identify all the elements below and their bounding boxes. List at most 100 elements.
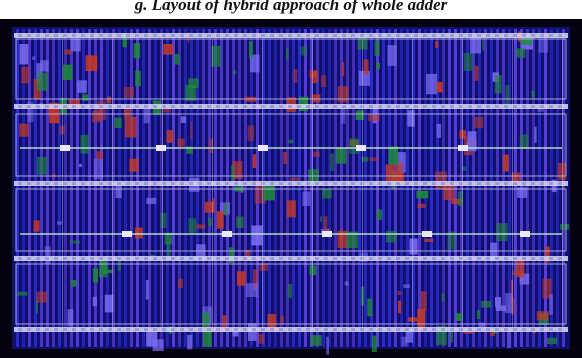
rail-contact — [369, 182, 373, 185]
layout-patch — [451, 198, 463, 205]
metal-stripe — [88, 29, 91, 347]
metal-stripe — [274, 29, 277, 347]
layout-patch — [435, 171, 447, 190]
rail-contact — [36, 257, 40, 260]
layout-patch — [245, 249, 251, 261]
rail-contact — [405, 328, 409, 331]
rail-contact — [513, 105, 517, 108]
layout-patch — [299, 96, 309, 111]
layout-patch — [309, 70, 318, 78]
rail-contact — [441, 328, 445, 331]
rail-contact — [378, 105, 382, 108]
layout-patch — [407, 110, 415, 127]
metal-stripe — [106, 29, 109, 347]
rail-contact — [126, 328, 130, 331]
rail-contact — [243, 182, 247, 185]
layout-patch — [449, 326, 453, 343]
rail-contact — [324, 328, 328, 331]
rail-contact — [117, 34, 121, 37]
metal-stripe — [490, 29, 493, 347]
layout-patch — [80, 135, 89, 154]
rail-contact — [423, 182, 427, 185]
rail-contact — [72, 328, 76, 331]
rail-contact — [450, 182, 454, 185]
metal-stripe — [142, 29, 145, 347]
rail-contact — [531, 34, 535, 37]
layout-patch — [19, 123, 29, 137]
layout-patch — [124, 116, 137, 138]
rail-contact — [396, 105, 400, 108]
rail-contact — [234, 182, 238, 185]
layout-patch — [267, 314, 277, 331]
metal-stripe — [94, 29, 97, 347]
layout-patch — [67, 309, 74, 327]
rail-contact — [18, 328, 22, 331]
rail-contact — [378, 182, 382, 185]
via-block — [258, 145, 268, 151]
layout-patch — [211, 45, 221, 67]
layout-patch — [288, 139, 294, 144]
layout-patch — [507, 330, 512, 348]
layout-patch — [387, 45, 397, 66]
rail-contact — [117, 105, 121, 108]
rail-contact — [324, 34, 328, 37]
layout-patch — [441, 293, 445, 302]
rail-contact — [261, 34, 265, 37]
rail-contact — [225, 328, 229, 331]
layout-patch — [510, 298, 515, 315]
rail-contact — [225, 257, 229, 260]
rail-contact — [18, 105, 22, 108]
rail-contact — [198, 182, 202, 185]
metal-stripe — [472, 29, 475, 347]
metal-stripe — [562, 29, 565, 347]
layout-patch — [92, 268, 98, 283]
layout-patch — [289, 177, 300, 181]
rail-contact — [360, 105, 364, 108]
metal-stripe — [82, 29, 85, 347]
layout-patch — [36, 157, 48, 175]
rail-contact — [369, 257, 373, 260]
layout-patch — [416, 190, 429, 199]
rail-contact — [486, 105, 490, 108]
rail-contact — [387, 105, 391, 108]
rail-contact — [441, 182, 445, 185]
rail-contact — [63, 328, 67, 331]
rail-contact — [279, 34, 283, 37]
layout-patch — [188, 218, 197, 233]
rail-contact — [171, 328, 175, 331]
layout-patch — [146, 197, 157, 205]
layout-patch — [63, 64, 73, 80]
layout-patch — [417, 309, 426, 330]
metal-stripe — [556, 29, 559, 347]
rail-contact — [558, 34, 562, 37]
layout-patch — [408, 317, 418, 322]
rail-contact — [234, 34, 238, 37]
layout-patch — [152, 339, 164, 351]
rail-contact — [45, 257, 49, 260]
rail-contact — [549, 328, 553, 331]
layout-patch — [326, 336, 329, 355]
rail-contact — [504, 257, 508, 260]
metal-stripe — [514, 29, 517, 347]
rail-contact — [288, 328, 292, 331]
layout-patch — [216, 211, 224, 229]
rail-contact — [342, 328, 346, 331]
rail-contact — [90, 34, 94, 37]
metal-stripe — [16, 29, 19, 347]
rail-contact — [198, 257, 202, 260]
layout-patch — [490, 242, 498, 262]
rail-contact — [261, 257, 265, 260]
layout-patch — [36, 291, 47, 303]
rail-contact — [189, 328, 193, 331]
rail-contact — [189, 182, 193, 185]
layout-patch — [478, 322, 485, 328]
layout-patch — [361, 156, 369, 162]
cell-separator — [462, 39, 463, 327]
metal-stripe — [100, 29, 103, 347]
rail-contact — [189, 257, 193, 260]
layout-patch — [467, 131, 477, 152]
cell-row-outline — [15, 188, 567, 252]
rail-contact — [135, 182, 139, 185]
rail-contact — [297, 328, 301, 331]
rail-contact — [72, 105, 76, 108]
